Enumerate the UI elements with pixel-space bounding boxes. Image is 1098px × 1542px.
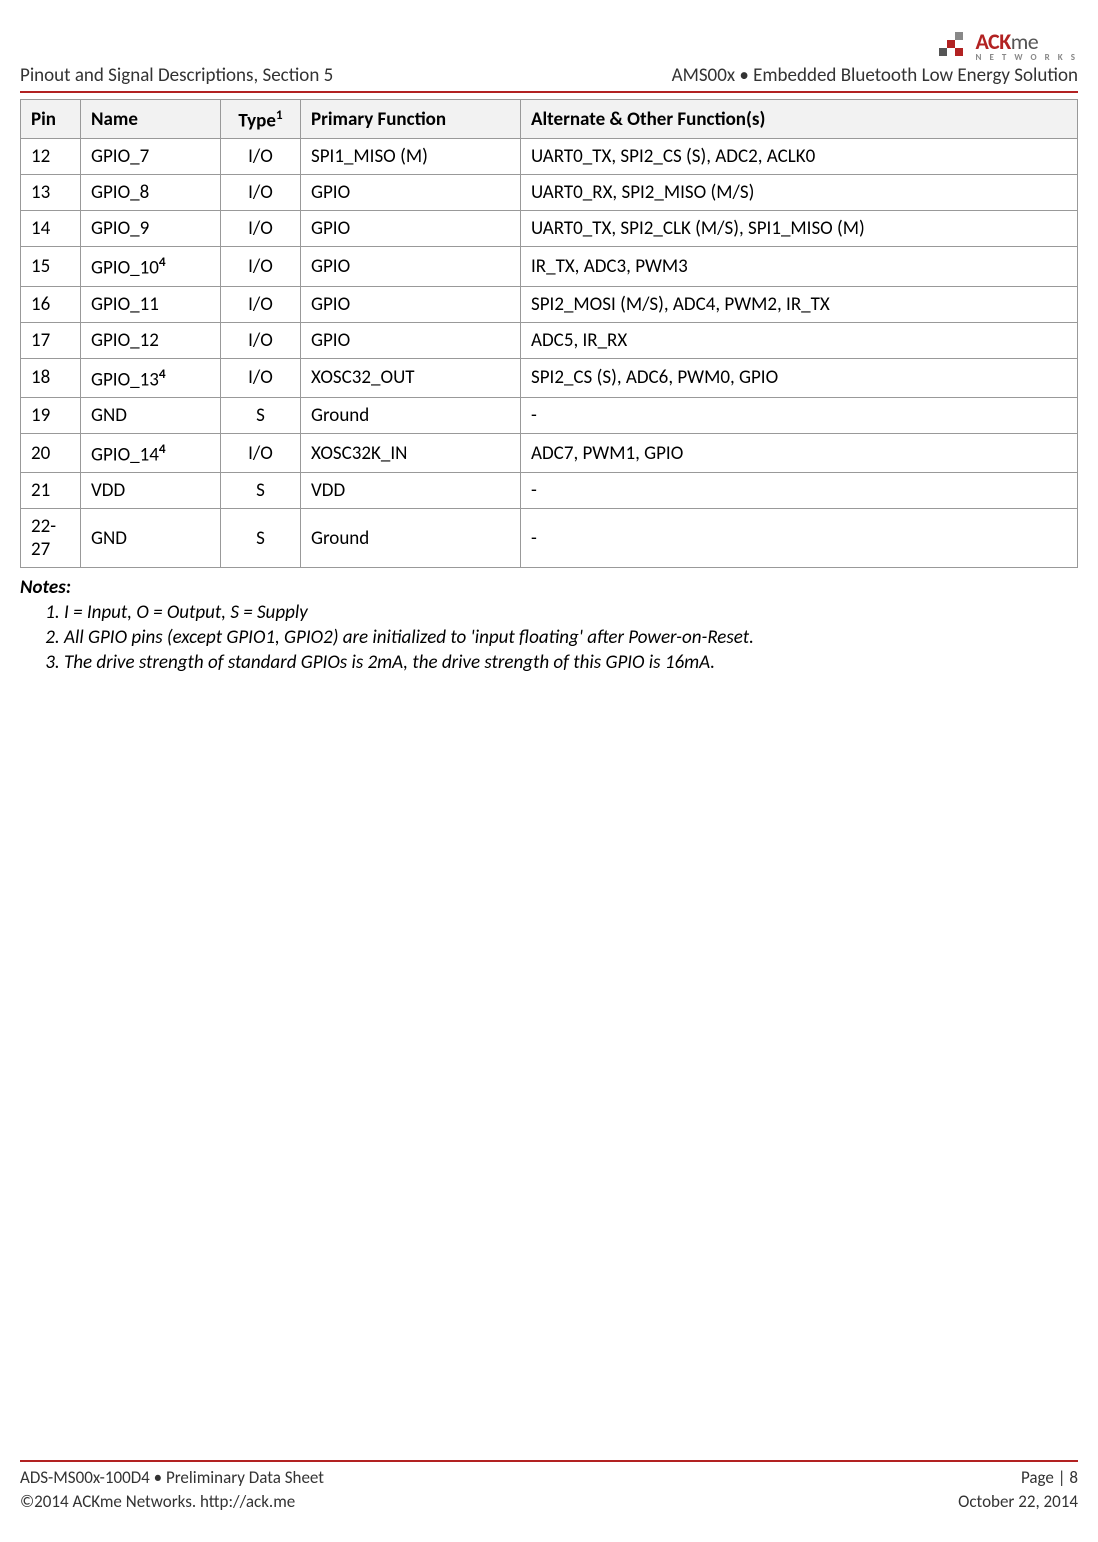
table-row: 14GPIO_9I/OGPIOUART0_TX, SPI2_CLK (M/S),… xyxy=(21,211,1078,247)
cell-type: S xyxy=(221,473,301,509)
cell-alternate: UART0_TX, SPI2_CS (S), ADC2, ACLK0 xyxy=(521,139,1078,175)
cell-name: GND xyxy=(81,397,221,433)
notes-title: Notes: xyxy=(20,576,71,599)
footer-copyright: ©2014 ACKme Networks. http://ack.me xyxy=(20,1490,324,1514)
cell-alternate: SPI2_MOSI (M/S), ADC4, PWM2, IR_TX xyxy=(521,286,1078,322)
footer-date: October 22, 2014 xyxy=(958,1490,1078,1514)
logo-text: ACKme N E T W O R K S xyxy=(975,31,1078,62)
cell-pin: 16 xyxy=(21,286,81,322)
cell-pin: 15 xyxy=(21,247,81,286)
pinout-table: Pin Name Type1 Primary Function Alternat… xyxy=(20,99,1078,568)
table-row: 20GPIO_144I/OXOSC32K_INADC7, PWM1, GPIO xyxy=(21,433,1078,472)
page-header: Pinout and Signal Descriptions, Section … xyxy=(20,30,1078,87)
cell-name: VDD xyxy=(81,473,221,509)
cell-name: GPIO_11 xyxy=(81,286,221,322)
th-pin: Pin xyxy=(21,100,81,139)
cell-primary: Ground xyxy=(301,397,521,433)
note-item: I = Input, O = Output, S = Supply xyxy=(64,601,1078,624)
cell-pin: 18 xyxy=(21,358,81,397)
notes-section: Notes: I = Input, O = Output, S = Supply… xyxy=(20,576,1078,674)
cell-alternate: - xyxy=(521,509,1078,568)
cell-primary: GPIO xyxy=(301,286,521,322)
table-row: 21VDDSVDD- xyxy=(21,473,1078,509)
cell-type: I/O xyxy=(221,286,301,322)
th-primary: Primary Function xyxy=(301,100,521,139)
footer-page-number: Page | 8 xyxy=(958,1466,1078,1490)
cell-primary: VDD xyxy=(301,473,521,509)
cell-pin: 19 xyxy=(21,397,81,433)
cell-type: I/O xyxy=(221,322,301,358)
cell-pin: 17 xyxy=(21,322,81,358)
table-header-row: Pin Name Type1 Primary Function Alternat… xyxy=(21,100,1078,139)
logo-brand: ACKme xyxy=(975,31,1078,53)
cell-name: GPIO_104 xyxy=(81,247,221,286)
notes-list: I = Input, O = Output, S = SupplyAll GPI… xyxy=(20,601,1078,674)
th-alternate: Alternate & Other Function(s) xyxy=(521,100,1078,139)
table-row: 12GPIO_7I/OSPI1_MISO (M)UART0_TX, SPI2_C… xyxy=(21,139,1078,175)
ackme-logo: ACKme N E T W O R K S xyxy=(933,30,1078,62)
cell-name: GPIO_134 xyxy=(81,358,221,397)
table-row: 19GNDSGround- xyxy=(21,397,1078,433)
cell-alternate: - xyxy=(521,473,1078,509)
cell-type: I/O xyxy=(221,211,301,247)
note-item: All GPIO pins (except GPIO1, GPIO2) are … xyxy=(64,626,1078,649)
cell-alternate: SPI2_CS (S), ADC6, PWM0, GPIO xyxy=(521,358,1078,397)
cell-primary: GPIO xyxy=(301,322,521,358)
cell-alternate: IR_TX, ADC3, PWM3 xyxy=(521,247,1078,286)
cell-type: I/O xyxy=(221,175,301,211)
th-name: Name xyxy=(81,100,221,139)
cell-primary: GPIO xyxy=(301,247,521,286)
cell-primary: GPIO xyxy=(301,175,521,211)
table-row: 13GPIO_8I/OGPIOUART0_RX, SPI2_MISO (M/S) xyxy=(21,175,1078,211)
logo-mark-icon xyxy=(933,30,969,62)
cell-name: GPIO_9 xyxy=(81,211,221,247)
cell-pin: 13 xyxy=(21,175,81,211)
page-footer: ADS-MS00x-100D4 • Preliminary Data Sheet… xyxy=(20,1460,1078,1514)
header-divider xyxy=(20,91,1078,93)
cell-primary: XOSC32K_IN xyxy=(301,433,521,472)
cell-pin: 12 xyxy=(21,139,81,175)
cell-name: GPIO_7 xyxy=(81,139,221,175)
cell-type: I/O xyxy=(221,358,301,397)
cell-name: GPIO_12 xyxy=(81,322,221,358)
cell-primary: GPIO xyxy=(301,211,521,247)
cell-name: GPIO_8 xyxy=(81,175,221,211)
cell-pin: 20 xyxy=(21,433,81,472)
footer-divider xyxy=(20,1460,1078,1462)
table-row: 18GPIO_134I/OXOSC32_OUTSPI2_CS (S), ADC6… xyxy=(21,358,1078,397)
table-row: 22-27GNDSGround- xyxy=(21,509,1078,568)
cell-primary: SPI1_MISO (M) xyxy=(301,139,521,175)
cell-alternate: ADC5, IR_RX xyxy=(521,322,1078,358)
cell-type: I/O xyxy=(221,247,301,286)
header-product-title: AMS00x • Embedded Bluetooth Low Energy S… xyxy=(672,64,1078,87)
cell-type: S xyxy=(221,509,301,568)
table-row: 15GPIO_104I/OGPIOIR_TX, ADC3, PWM3 xyxy=(21,247,1078,286)
cell-alternate: - xyxy=(521,397,1078,433)
logo-sub: N E T W O R K S xyxy=(975,53,1078,62)
cell-pin: 21 xyxy=(21,473,81,509)
header-right-wrap: ACKme N E T W O R K S AMS00x • Embedded … xyxy=(672,30,1078,87)
footer-doc-id: ADS-MS00x-100D4 • Preliminary Data Sheet xyxy=(20,1466,324,1490)
header-section-title: Pinout and Signal Descriptions, Section … xyxy=(20,64,333,87)
cell-alternate: UART0_RX, SPI2_MISO (M/S) xyxy=(521,175,1078,211)
th-type: Type1 xyxy=(221,100,301,139)
cell-type: S xyxy=(221,397,301,433)
cell-primary: XOSC32_OUT xyxy=(301,358,521,397)
cell-type: I/O xyxy=(221,139,301,175)
note-item: The drive strength of standard GPIOs is … xyxy=(64,651,1078,674)
cell-alternate: ADC7, PWM1, GPIO xyxy=(521,433,1078,472)
table-row: 17GPIO_12I/OGPIOADC5, IR_RX xyxy=(21,322,1078,358)
cell-name: GPIO_144 xyxy=(81,433,221,472)
table-row: 16GPIO_11I/OGPIOSPI2_MOSI (M/S), ADC4, P… xyxy=(21,286,1078,322)
cell-pin: 22-27 xyxy=(21,509,81,568)
cell-primary: Ground xyxy=(301,509,521,568)
cell-alternate: UART0_TX, SPI2_CLK (M/S), SPI1_MISO (M) xyxy=(521,211,1078,247)
cell-pin: 14 xyxy=(21,211,81,247)
cell-type: I/O xyxy=(221,433,301,472)
cell-name: GND xyxy=(81,509,221,568)
